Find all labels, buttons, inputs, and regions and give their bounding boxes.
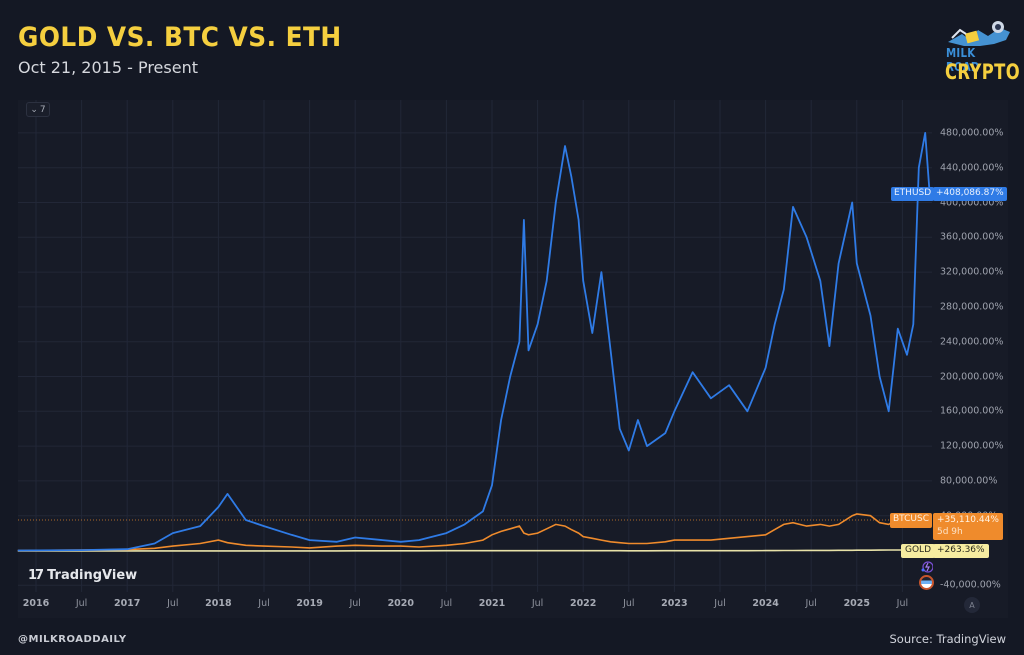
x-tick-label: Jul	[623, 598, 635, 609]
x-tick-label: Jul	[440, 598, 453, 609]
x-tick-label: 2019	[296, 598, 323, 609]
eth-value-tag: +408,086.87%	[933, 187, 1007, 201]
y-tick-label: 320,000.00%	[940, 266, 1004, 278]
y-tick-label: 200,000.00%	[940, 371, 1004, 382]
footer-source: Source: TradingView	[889, 632, 1006, 646]
milk-road-crypto-logo: MILK ROAD CRYPTO	[940, 18, 1021, 90]
grid-lines	[18, 100, 932, 592]
x-tick-label: 2016	[22, 598, 50, 609]
auto-scale-button[interactable]: A	[964, 597, 980, 613]
y-tick-label: 120,000.00%	[940, 440, 1004, 452]
btc-value: +35,110.44%	[937, 515, 999, 525]
btc-series-line	[17, 513, 931, 552]
astronaut-rocket-icon	[948, 21, 1010, 46]
x-tick-label: Jul	[896, 598, 909, 609]
y-tick-label: 80,000.00%	[940, 475, 998, 487]
x-tick-label: 2021	[478, 598, 506, 609]
y-tick-label: 240,000.00%	[940, 336, 1004, 348]
chart-panel[interactable]	[18, 100, 1008, 618]
x-tick-label: Jul	[349, 598, 361, 609]
y-tick-label: 440,000.00%	[940, 162, 1004, 174]
tradingview-watermark: 17 TradingView	[28, 568, 137, 583]
btc-countdown: 5d 9h	[937, 527, 963, 537]
chevron-down-icon: ⌄	[30, 104, 38, 115]
x-tick-label: Jul	[167, 598, 179, 609]
y-tick-label: 400,000.00%	[940, 197, 1004, 208]
chart-title: GOLD VS. BTC VS. ETH	[18, 22, 342, 53]
footer-handle: @MILKROADDAILY	[18, 634, 127, 645]
x-tick-label: Jul	[805, 598, 817, 609]
chart-subtitle: Oct 21, 2015 - Present	[18, 58, 198, 77]
y-tick-label: -40,000.00%	[940, 579, 1001, 591]
x-tick-label: 2017	[113, 598, 141, 609]
y-tick-label: 280,000.00%	[940, 301, 1004, 313]
gold-value-tag: +263.36%	[933, 544, 989, 558]
earnings-flag-icon[interactable]	[919, 575, 934, 590]
x-tick-label: 2018	[205, 598, 232, 609]
x-tick-label: 2025	[843, 598, 871, 609]
x-tick-label: Jul	[75, 598, 88, 609]
tradingview-logo-icon: 17	[28, 568, 44, 583]
x-tick-label: Jul	[714, 598, 726, 609]
legend-toggle-button[interactable]: ⌄ 7	[26, 102, 50, 117]
y-tick-label: 360,000.00%	[940, 231, 1004, 243]
x-tick-label: 2024	[752, 598, 779, 609]
tradingview-name: TradingView	[47, 568, 138, 583]
btc-value-tag: +35,110.44% 5d 9h	[933, 513, 1003, 540]
btc-symbol-tag: BTCUSC	[890, 513, 933, 528]
y-tick-label: 160,000.00%	[940, 405, 1004, 417]
eth-symbol-tag: ETHUSD	[891, 187, 935, 201]
x-tick-label: 2022	[569, 598, 597, 609]
y-tick-label: 480,000.00%	[940, 127, 1004, 139]
logo-line2: CRYPTO	[945, 60, 1021, 84]
gold-series-line	[17, 549, 930, 552]
event-lightning-icon[interactable]	[921, 561, 933, 573]
x-tick-label: Jul	[258, 598, 270, 609]
eth-series-line	[17, 131, 931, 552]
x-tick-label: Jul	[531, 598, 544, 609]
x-tick-label: 2023	[661, 598, 688, 609]
logo-line1: MILK ROAD	[946, 46, 980, 74]
gold-symbol-tag: GOLD	[901, 544, 936, 558]
x-tick-label: 2020	[387, 598, 415, 609]
legend-count: 7	[39, 104, 46, 115]
